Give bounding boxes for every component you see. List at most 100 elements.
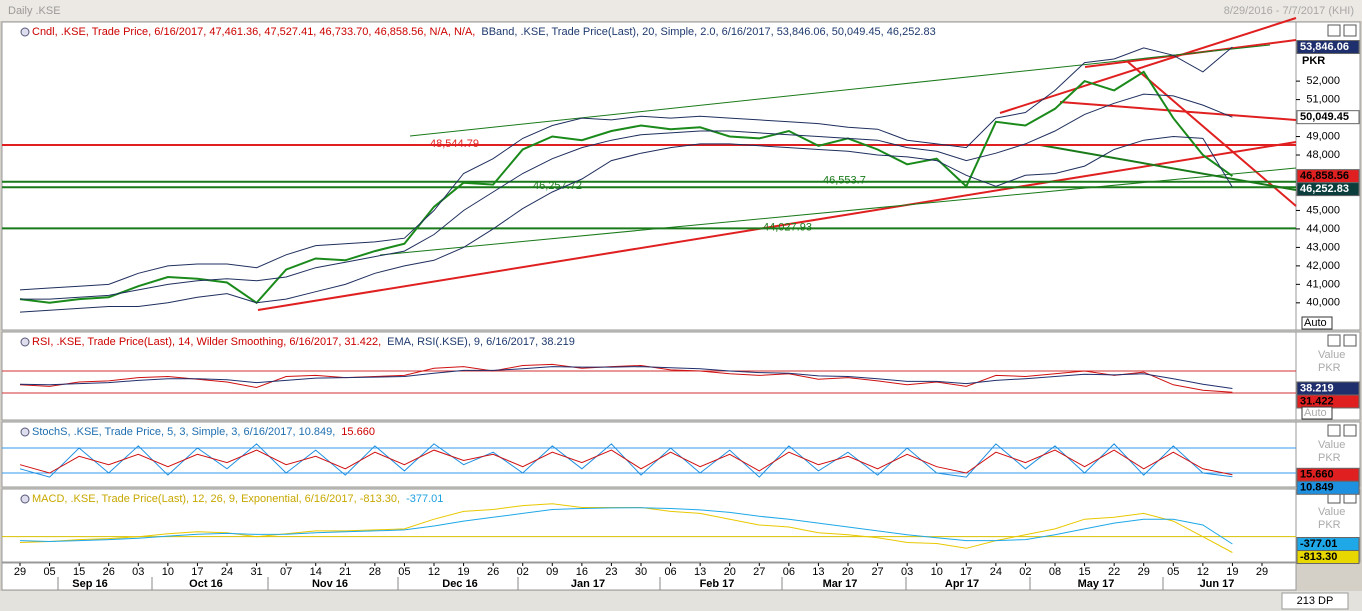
trend-lines [257, 17, 1297, 311]
x-tick-label: 28 [369, 566, 381, 578]
x-tick-label: 29 [1256, 566, 1268, 578]
x-tick-label: 24 [221, 566, 233, 578]
last-value-box [1296, 182, 1360, 197]
y-tick-label: 51,000 [1306, 94, 1340, 106]
window-title: Daily .KSE [8, 5, 61, 17]
x-tick-label: 15 [73, 566, 85, 578]
y-tick-label: 44,000 [1306, 223, 1340, 235]
level-label: 44,027.93 [763, 221, 812, 233]
legend-icon [20, 337, 30, 347]
y-tick-label: 45,000 [1306, 204, 1340, 216]
y-tick-label: 52,000 [1306, 75, 1340, 87]
x-tick-label: 27 [753, 566, 765, 578]
axis-unit: PKR [1318, 362, 1341, 374]
panel-button [1327, 24, 1341, 37]
trend-line [257, 141, 1297, 311]
month-label: Dec 16 [442, 578, 477, 590]
last-value-label: -813.30 [1300, 551, 1337, 563]
last-value-label: 15.660 [1300, 469, 1334, 481]
month-label: May 17 [1078, 578, 1115, 590]
y-tick-label: 48,000 [1306, 149, 1340, 161]
axis-unit: Value [1318, 506, 1345, 518]
y-tick-label: 42,000 [1306, 260, 1340, 272]
last-value-label: -377.01 [1300, 538, 1337, 550]
panel [1, 488, 1297, 563]
series-line [19, 363, 1233, 393]
x-tick-label: 06 [664, 566, 676, 578]
x-tick-label: 02 [1019, 566, 1031, 578]
x-tick-label: 13 [694, 566, 706, 578]
axis-unit: PKR [1318, 519, 1341, 531]
last-value-label: 53,846.06 [1300, 41, 1349, 53]
legend-text: EMA, RSI(.KSE), 9, 6/16/2017, 38.219 [387, 336, 575, 348]
last-value-label: 46,858.56 [1300, 170, 1349, 182]
legend-icon [20, 494, 30, 504]
trend-line [409, 44, 1271, 137]
series-line [19, 70, 1233, 305]
x-tick-label: 12 [1197, 566, 1209, 578]
dp-label: 213 DP [1297, 595, 1334, 607]
level-label: 46,257.72 [533, 180, 582, 192]
scale-mode-box [1301, 406, 1333, 420]
x-tick-label: 10 [162, 566, 174, 578]
level-label: 48,544.79 [430, 138, 479, 150]
x-tick-label: 23 [605, 566, 617, 578]
y-tick-label: 49,000 [1306, 130, 1340, 142]
legend-text: -377.01 [406, 493, 443, 505]
axis-unit: PKR [1318, 452, 1341, 464]
axis-unit: Value [1318, 439, 1345, 451]
month-label: Jun 17 [1200, 578, 1235, 590]
legend-text: MACD, .KSE, Trade Price(Last), 12, 26, 9… [32, 493, 400, 505]
trend-line [999, 17, 1297, 114]
x-tick-label: 08 [1049, 566, 1061, 578]
axis-unit: Value [1318, 349, 1345, 361]
last-value-label: 38.219 [1300, 382, 1334, 394]
x-tick-label: 22 [1108, 566, 1120, 578]
x-tick-label: 24 [990, 566, 1002, 578]
last-value-label: 31.422 [1300, 395, 1334, 407]
panel [1, 421, 1297, 488]
series-line [19, 135, 1233, 313]
x-tick-label: 17 [191, 566, 203, 578]
last-value-label: 50,049.45 [1300, 111, 1349, 123]
x-tick-label: 20 [842, 566, 854, 578]
x-tick-label: 29 [14, 566, 26, 578]
x-tick-label: 21 [339, 566, 351, 578]
last-value-box [1296, 110, 1360, 125]
x-tick-label: 15 [1078, 566, 1090, 578]
series-line [19, 507, 1233, 545]
scale-mode: Auto [1304, 317, 1327, 329]
legend-text: RSI, .KSE, Trade Price(Last), 14, Wilder… [32, 336, 381, 348]
x-tick-label: 05 [43, 566, 55, 578]
last-value-box [1296, 40, 1360, 55]
last-value-label: 10.849 [1300, 482, 1334, 494]
x-tick-label: 10 [931, 566, 943, 578]
level-label: 46,553.7 [823, 175, 866, 187]
panel-button [1327, 334, 1341, 347]
y-tick-label: 43,000 [1306, 241, 1340, 253]
month-label: Oct 16 [189, 578, 223, 590]
last-value-label: 46,252.83 [1300, 183, 1349, 195]
x-tick-label: 30 [635, 566, 647, 578]
x-tick-label: 03 [901, 566, 913, 578]
x-tick-label: 19 [1226, 566, 1238, 578]
scroll-bar[interactable] [0, 591, 1362, 611]
x-tick-label: 27 [871, 566, 883, 578]
x-tick-label: 19 [457, 566, 469, 578]
date-range: 8/29/2016 - 7/7/2017 (KHI) [1224, 5, 1354, 17]
close-button [1343, 424, 1357, 437]
month-label: Feb 17 [700, 578, 735, 590]
x-tick-label: 02 [517, 566, 529, 578]
x-tick-label: 13 [812, 566, 824, 578]
x-tick-label: 26 [487, 566, 499, 578]
legend-icon [20, 27, 30, 37]
series-line [19, 366, 1233, 389]
panel-button [1327, 424, 1341, 437]
series-line [19, 46, 1233, 291]
scale-mode: Auto [1304, 407, 1327, 419]
month-label: Jan 17 [571, 578, 605, 590]
x-tick-label: 20 [724, 566, 736, 578]
legend-icon [20, 427, 30, 437]
close-button [1343, 24, 1357, 37]
